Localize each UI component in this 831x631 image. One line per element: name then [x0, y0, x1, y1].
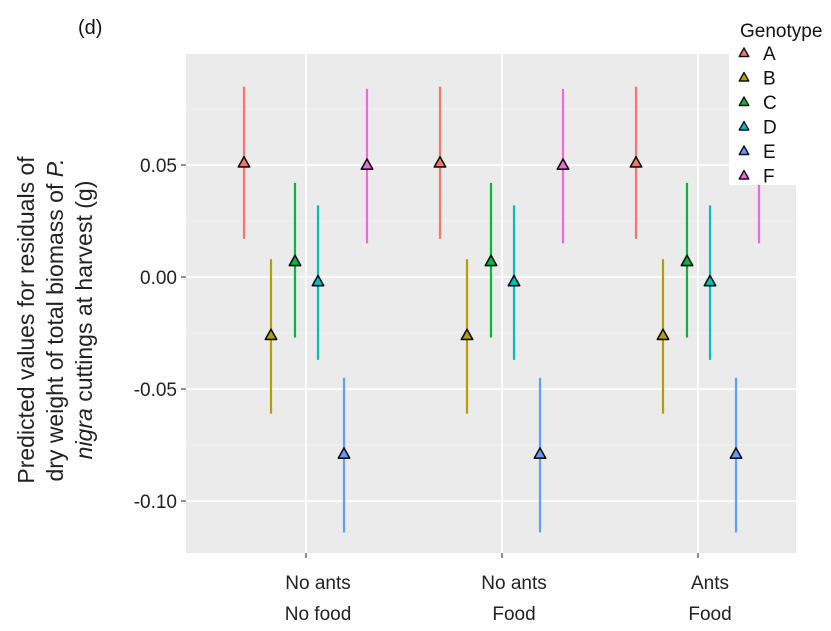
y-tick-label: -0.05	[134, 380, 177, 401]
data-point	[729, 447, 743, 459]
y-axis-label: Predicted values for residuals of dry wei…	[13, 156, 97, 484]
y-axis-label-part: cuttings at harvest (g)	[71, 181, 97, 409]
x-tick-label-line2: No food	[285, 604, 352, 625]
axes: 0.05 0.00 -0.05 -0.10 No ants No food No ants F…	[134, 156, 732, 625]
data-point	[533, 447, 547, 459]
legend-label-F: F	[763, 167, 775, 188]
data-point	[237, 155, 251, 168]
legend-title: Genotype	[740, 21, 822, 42]
x-tick-label-line1: No ants	[285, 573, 350, 594]
data-point	[556, 158, 570, 170]
y-axis-label-part: nigra	[71, 408, 97, 459]
data-point	[703, 274, 717, 287]
data-point	[311, 274, 325, 287]
legend-key-B	[738, 71, 750, 82]
data-point	[484, 254, 498, 267]
legend-label-C: C	[763, 93, 777, 114]
data-point	[288, 254, 302, 267]
legend-label-E: E	[763, 142, 776, 163]
series-B	[264, 259, 670, 414]
legend-label-B: B	[763, 69, 776, 90]
legend-key-A	[738, 47, 750, 58]
data-point	[507, 274, 521, 287]
y-tick-label: 0.00	[140, 268, 177, 289]
data-point	[360, 158, 374, 170]
legend-key-C	[738, 96, 750, 107]
data-point	[460, 328, 474, 341]
y-axis-label-part: Predicted values for residuals of	[13, 156, 39, 484]
data-point	[629, 155, 643, 168]
legend-key-E	[738, 145, 750, 156]
legend-key-F	[738, 169, 750, 180]
x-tick-label-line1: No ants	[481, 573, 546, 594]
series-C	[288, 182, 694, 338]
x-tick-label-line1: Ants	[691, 573, 729, 594]
data-point	[433, 155, 447, 168]
legend-key-D	[738, 120, 750, 131]
legend-label-A: A	[763, 44, 776, 65]
grid-lines	[186, 54, 796, 553]
y-axis-label-part: P.	[42, 158, 68, 177]
series-A	[237, 86, 643, 239]
data-point	[656, 328, 670, 341]
data-point	[264, 328, 278, 341]
y-tick-label: -0.10	[134, 492, 177, 513]
x-tick-label-line2: Food	[492, 604, 535, 625]
y-tick-label: 0.05	[140, 156, 177, 177]
data-point	[337, 447, 351, 459]
series-D	[311, 205, 717, 360]
x-tick-label-line2: Food	[688, 604, 731, 625]
data-point	[680, 254, 694, 267]
panel-label: (d)	[78, 17, 102, 39]
data-series	[237, 86, 766, 533]
series-E	[337, 377, 743, 533]
legend-box	[729, 43, 799, 185]
legend-label-D: D	[763, 118, 777, 139]
y-axis-label-part: dry weight of total biomass of	[42, 177, 68, 481]
